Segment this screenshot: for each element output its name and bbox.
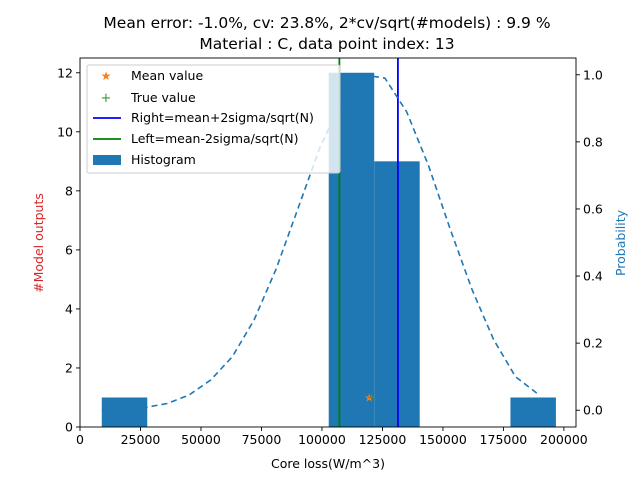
legend: ★ Mean value + True value Right=mean+2si…: [86, 64, 341, 174]
x-tick-label-4: 100000: [298, 432, 346, 447]
x-tick-label-5: 125000: [359, 432, 407, 447]
x-tick-label-0: 0: [76, 432, 84, 447]
x-tick-label-6: 150000: [419, 432, 467, 447]
y-left-tick-label-6: 12: [57, 65, 73, 80]
legend-label-right: Right=mean+2sigma/sqrt(N): [131, 110, 314, 125]
y-axis-left-label: #Model outputs: [31, 193, 46, 293]
y-right-tick-label-1: 0.2: [583, 336, 603, 351]
y-left-tick-label-1: 2: [65, 360, 73, 375]
histogram-bar-3: [510, 397, 556, 427]
legend-box: [86, 64, 341, 174]
legend-label-true: True value: [130, 90, 196, 105]
x-tick-label-2: 50000: [181, 432, 221, 447]
y-right-tick-label-2: 0.4: [583, 269, 603, 284]
x-tick-label-7: 175000: [480, 432, 528, 447]
y-right-tick-label-0: 0.0: [583, 403, 603, 418]
y-axis-right-label: Probability: [613, 209, 628, 276]
legend-star-marker-icon: ★: [101, 69, 112, 83]
axes: 0 25000 50000 75000 100000 125000 150000 175000…: [57, 57, 603, 447]
y-left-tick-label-2: 4: [65, 301, 73, 316]
y-right-tick-label-5: 1.0: [583, 67, 603, 82]
x-axis-label: Core loss(W/m^3): [271, 456, 385, 471]
x-tick-label-8: 200000: [540, 432, 588, 447]
y-left-tick-label-4: 8: [65, 183, 73, 198]
legend-label-histogram: Histogram: [131, 152, 196, 167]
y-left-tick-label-5: 10: [57, 124, 73, 139]
x-tick-label-3: 75000: [242, 432, 282, 447]
legend-label-left: Left=mean-2sigma/sqrt(N): [131, 131, 298, 146]
histogram-bar-2: [374, 161, 420, 427]
chart-title-line2: Material : C, data point index: 13: [199, 35, 454, 53]
histogram-bar-0: [101, 397, 148, 427]
y-left-tick-label-0: 0: [65, 420, 73, 435]
x-tick-label-1: 25000: [121, 432, 161, 447]
y-left-tick-label-3: 6: [65, 242, 73, 257]
legend-label-mean: Mean value: [131, 68, 203, 83]
legend-plus-marker-icon: +: [101, 91, 112, 106]
y-right-tick-label-4: 0.8: [583, 134, 603, 149]
plot-frame: [79, 57, 577, 428]
legend-histogram-swatch: [93, 155, 121, 165]
chart-title-line1: Mean error: -1.0%, cv: 23.8%, 2*cv/sqrt(…: [103, 14, 550, 32]
y-right-tick-label-3: 0.6: [583, 201, 603, 216]
